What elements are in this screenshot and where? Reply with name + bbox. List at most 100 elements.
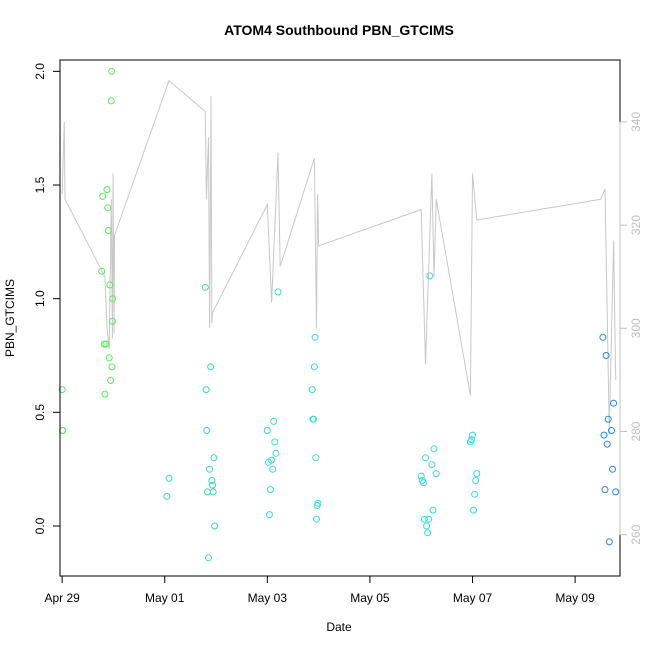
data-point bbox=[599, 333, 607, 341]
data-point bbox=[59, 427, 67, 434]
data-point bbox=[423, 522, 431, 530]
data-point bbox=[99, 192, 107, 200]
data-point bbox=[425, 515, 433, 523]
data-point bbox=[98, 267, 106, 275]
data-point bbox=[101, 390, 109, 398]
x-tick-label: May 03 bbox=[248, 591, 288, 605]
data-point bbox=[426, 272, 434, 280]
data-point bbox=[432, 470, 440, 478]
data-point bbox=[470, 506, 478, 514]
secondary-y-tick-label: 280 bbox=[629, 421, 643, 441]
data-point bbox=[612, 488, 620, 496]
data-point bbox=[608, 427, 615, 434]
data-point bbox=[601, 486, 609, 494]
data-point bbox=[422, 454, 429, 462]
data-point bbox=[417, 472, 425, 480]
data-point bbox=[207, 363, 215, 371]
data-point bbox=[605, 538, 613, 546]
x-tick-label: May 05 bbox=[350, 591, 390, 605]
data-point bbox=[270, 417, 278, 425]
data-point bbox=[604, 415, 612, 423]
data-point bbox=[209, 481, 216, 489]
y-tick-label: 2.0 bbox=[33, 63, 47, 80]
data-point bbox=[102, 340, 110, 348]
x-tick-label: Apr 29 bbox=[44, 591, 80, 605]
secondary-y-axis: 260 280 300 320 340 bbox=[619, 112, 643, 545]
data-point bbox=[108, 67, 116, 75]
secondary-y-tick-label: 260 bbox=[629, 524, 643, 544]
data-point bbox=[430, 445, 438, 453]
data-point bbox=[603, 440, 611, 448]
data-point bbox=[311, 333, 319, 341]
data-point bbox=[312, 454, 320, 462]
data-point bbox=[310, 363, 318, 371]
data-point bbox=[266, 511, 273, 519]
data-point bbox=[308, 386, 316, 394]
data-point bbox=[105, 354, 113, 362]
data-point bbox=[206, 465, 214, 473]
data-point bbox=[268, 456, 276, 464]
data-point bbox=[205, 554, 212, 562]
data-point bbox=[471, 490, 479, 498]
data-point bbox=[472, 477, 480, 484]
data-point bbox=[106, 281, 114, 289]
points-layer bbox=[58, 67, 620, 562]
data-point bbox=[428, 461, 436, 469]
data-point bbox=[610, 399, 618, 407]
data-point bbox=[202, 386, 210, 394]
x-tick-label: May 07 bbox=[453, 591, 493, 605]
x-tick-label: May 01 bbox=[145, 591, 185, 605]
data-point bbox=[208, 477, 216, 484]
data-point bbox=[201, 283, 209, 291]
y-axis-label: PBN_GTCIMS bbox=[3, 279, 17, 357]
data-point bbox=[163, 492, 171, 500]
secondary-y-tick-label: 300 bbox=[629, 318, 643, 338]
data-point bbox=[313, 515, 320, 523]
y-tick-label: 1.0 bbox=[33, 290, 47, 307]
data-point bbox=[310, 415, 318, 423]
y-tick-label: 1.5 bbox=[33, 176, 47, 193]
data-point bbox=[419, 479, 427, 487]
data-point bbox=[107, 377, 115, 384]
data-point bbox=[107, 97, 115, 105]
plot-frame bbox=[59, 59, 621, 577]
data-point bbox=[468, 436, 475, 444]
secondary-series-line bbox=[61, 79, 617, 432]
data-point bbox=[469, 431, 476, 439]
data-point bbox=[58, 386, 66, 394]
data-point bbox=[203, 427, 211, 434]
data-point bbox=[204, 488, 211, 496]
data-point bbox=[274, 288, 282, 296]
x-axis-label: Date bbox=[326, 620, 352, 634]
data-point bbox=[271, 438, 279, 446]
data-point bbox=[473, 470, 481, 478]
data-point bbox=[263, 427, 271, 434]
data-point bbox=[429, 506, 437, 514]
y-tick-label: 0.0 bbox=[33, 517, 47, 534]
data-point bbox=[103, 186, 111, 194]
secondary-y-tick-label: 320 bbox=[629, 215, 643, 235]
data-point bbox=[108, 317, 116, 325]
y-tick-label: 0.5 bbox=[33, 404, 47, 421]
data-point bbox=[420, 515, 428, 523]
data-point bbox=[314, 499, 322, 507]
data-point bbox=[104, 227, 112, 234]
data-point bbox=[272, 449, 280, 457]
x-axis: Apr 29 May 01 May 03 May 05 May 07 May 09 bbox=[44, 575, 595, 605]
data-point bbox=[267, 486, 274, 494]
data-point bbox=[602, 352, 610, 359]
chart-title: ATOM4 Southbound PBN_GTCIMS bbox=[224, 22, 454, 38]
data-point bbox=[104, 204, 112, 212]
data-point bbox=[108, 363, 116, 371]
data-point bbox=[109, 295, 117, 303]
y-axis: 0.0 0.5 1.0 1.5 2.0 bbox=[33, 63, 61, 534]
secondary-y-tick-label: 340 bbox=[629, 112, 643, 132]
data-point bbox=[600, 431, 608, 439]
data-point bbox=[210, 454, 218, 462]
secondary-line-layer bbox=[61, 79, 617, 432]
data-point bbox=[424, 529, 432, 537]
data-point bbox=[165, 474, 173, 482]
data-point bbox=[209, 488, 217, 496]
x-tick-label: May 09 bbox=[555, 591, 595, 605]
